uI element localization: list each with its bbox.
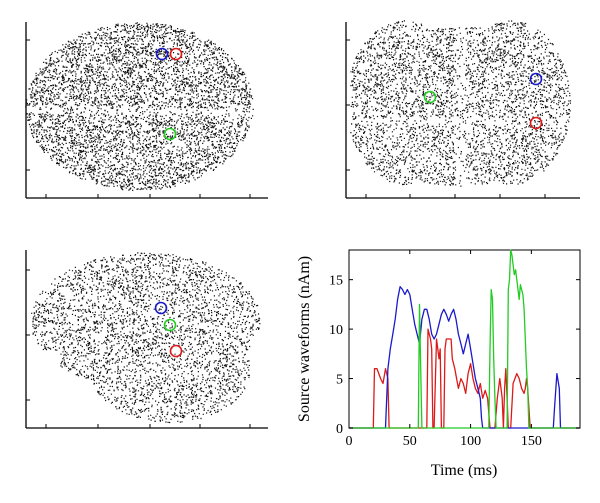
brain-side-view-dots [31,252,261,424]
source-waveform-chart: 0 50 100 150 0 5 10 15 Time (ms) Source wavefor… [296,249,581,479]
x-tick-label: 0 [346,434,353,449]
series-layer [349,249,580,429]
brain-front-view-axes [345,22,580,199]
source-2-marker [163,318,177,332]
x-axis-label: Time (ms) [431,462,498,479]
tick-layer: 0 50 100 150 0 5 10 15 [329,250,580,449]
source-3-marker [529,116,543,130]
y-tick-label: 0 [336,422,343,437]
brain-top-view-markers [155,47,183,141]
brain-side-view-markers [154,301,183,358]
brain-front-view-panel [345,20,580,199]
y-axis-label: Source waveforms (nAm) [296,256,313,422]
x-tick-label: 50 [403,434,417,449]
source-2-marker [169,47,183,61]
series-2-line [349,285,580,429]
brain-front-view-dots [350,20,572,187]
source-3-marker [169,344,183,358]
brain-side-view-axes [25,250,268,429]
brain-top-view-dots [25,22,254,191]
source-1-marker [155,47,169,61]
series-3-line [349,249,580,429]
x-tick-label: 150 [521,434,542,449]
y-tick-label: 5 [336,373,343,388]
x-tick-label: 100 [460,434,481,449]
y-tick-label: 10 [329,323,343,338]
y-tick-label: 15 [329,274,343,289]
source-2-marker [529,72,543,86]
source-3-marker [163,127,177,141]
brain-front-view-markers [423,72,543,130]
brain-side-view-panel [25,250,268,429]
plot-frame [348,249,581,429]
series-1-line [349,328,580,429]
source-1-marker [154,301,168,315]
brain-top-view-panel [25,22,268,199]
brain-top-view-axes [25,22,268,199]
source-1-marker [423,90,437,104]
